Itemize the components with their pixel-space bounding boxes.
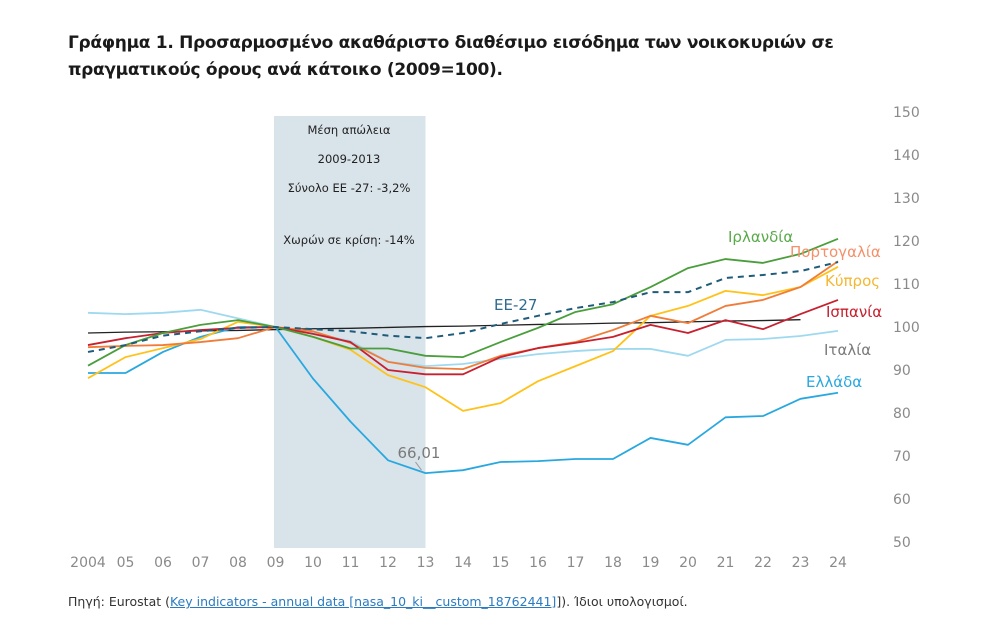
x-tick-label: 21 (717, 555, 735, 571)
x-tick-label: 14 (454, 555, 472, 571)
series-label: Ελλάδα (806, 373, 862, 391)
x-tick-label: 11 (342, 555, 360, 571)
x-tick-label: 2004 (70, 555, 106, 571)
series-label: Πορτογαλία (790, 243, 881, 261)
x-tick-label: 20 (679, 555, 697, 571)
y-tick-label: 50 (893, 535, 911, 551)
series-label: Ιρλανδία (728, 228, 793, 246)
x-tick-label: 06 (154, 555, 172, 571)
y-tick-label: 130 (893, 191, 920, 207)
x-tick-label: 15 (492, 555, 510, 571)
x-tick-label: 24 (829, 555, 847, 571)
series-line-Κύπρος (87, 266, 839, 412)
source-note: Πηγή: Eurostat (Key indicators - annual … (68, 594, 688, 609)
y-tick-label: 100 (893, 320, 920, 336)
box-line-3: Σύνολο ΕΕ -27: -3,2% (288, 181, 411, 195)
series-label: Ιταλία (824, 341, 871, 359)
y-axis: 50 60 70 80 90 100 110 120 130 140 150 (893, 105, 920, 551)
y-tick-label: 60 (893, 492, 911, 508)
series-line-Ισπανία (87, 299, 839, 376)
y-tick-label: 110 (893, 277, 920, 293)
y-tick-label: 80 (893, 406, 911, 422)
x-tick-label: 23 (792, 555, 810, 571)
series-line-Πορτογαλία (87, 260, 839, 371)
source-prefix: Πηγή: Eurostat ( (68, 594, 170, 609)
series-label: Ισπανία (826, 303, 882, 321)
box-line-1: Μέση απώλεια (308, 123, 391, 137)
chart-title: Γράφημα 1. Προσαρμοσμένο ακαθάριστο διαθ… (68, 33, 834, 80)
x-tick-label: 07 (192, 555, 210, 571)
series-line-Ιρλανδία (87, 238, 839, 367)
x-tick-label: 08 (229, 555, 247, 571)
x-tick-label: 12 (379, 555, 397, 571)
series-line-Ελλάδα (88, 326, 839, 475)
series-lines (87, 238, 839, 475)
x-tick-label: 10 (304, 555, 322, 571)
box-line-2: 2009-2013 (318, 152, 381, 166)
annotation: 66,01 (398, 444, 441, 471)
series-label: Κύπρος (825, 272, 880, 290)
y-tick-label: 120 (893, 234, 920, 250)
annotation-pointer (415, 461, 422, 471)
annotation-label: 66,01 (398, 444, 441, 462)
y-tick-label: 150 (893, 105, 920, 121)
y-tick-label: 70 (893, 449, 911, 465)
y-tick-label: 140 (893, 148, 920, 164)
x-tick-label: 09 (267, 555, 285, 571)
x-tick-label: 05 (117, 555, 135, 571)
source-link[interactable]: Key indicators - annual data [nasa_10_ki… (169, 594, 557, 609)
x-axis: 2004 05 06 07 08 09 10 11 12 13 14 15 16 17 18 19 20 21 22… (70, 555, 847, 571)
x-tick-label: 22 (754, 555, 772, 571)
source-suffix: ]). Ίδιοι υπολογισμοί. (556, 594, 688, 609)
x-tick-label: 19 (642, 555, 660, 571)
x-tick-label: 17 (567, 555, 585, 571)
series-line-Ιταλία (87, 308, 839, 368)
x-tick-label: 18 (604, 555, 622, 571)
shaded-period-text: Μέση απώλεια 2009-2013 Σύνολο ΕΕ -27: -3… (283, 123, 415, 247)
x-tick-label: 13 (417, 555, 435, 571)
x-tick-label: 16 (529, 555, 547, 571)
series-labels: Ιρλανδία ΕΕ-27 Πορτογαλία Κύπρος Ισπανία Ιταλ… (494, 228, 882, 391)
series-line-ΕΕ-27 (87, 261, 839, 353)
y-tick-label: 90 (893, 363, 911, 379)
box-line-4: Χωρών σε κρίση: -14% (283, 233, 415, 247)
series-label: ΕΕ-27 (494, 296, 537, 314)
